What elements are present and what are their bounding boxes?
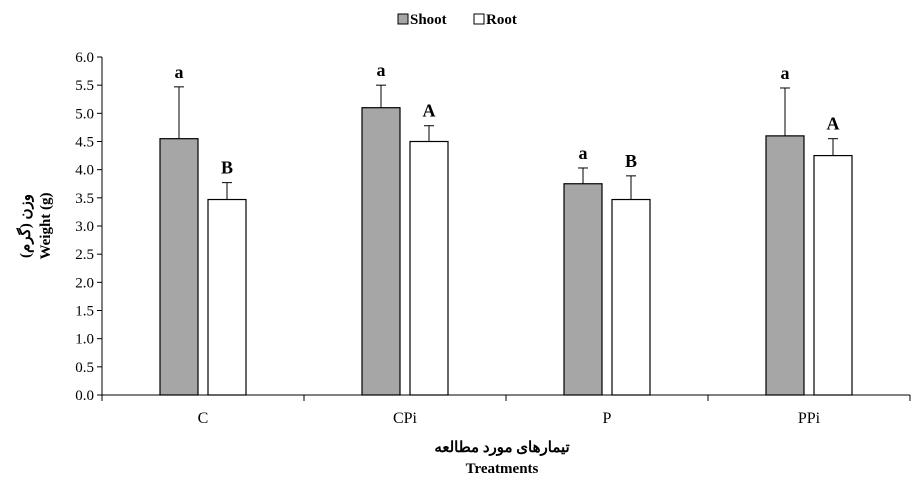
y-tick-label: 2.5 — [75, 247, 94, 263]
x-tick-label: C — [198, 410, 209, 427]
bar-root — [611, 198, 651, 396]
significance-label: a — [175, 62, 184, 82]
bar-shoot — [159, 138, 199, 396]
legend-swatch-root — [473, 13, 485, 25]
significance-label: a — [377, 60, 386, 80]
legend-label-shoot: Shoot — [410, 12, 447, 28]
y-tick-label: 1.5 — [75, 304, 94, 320]
significance-label: B — [625, 151, 637, 171]
y-tick-label: 4.5 — [75, 135, 94, 151]
y-axis-title-fa: وزن (گرم) — [16, 194, 34, 258]
bar-root — [409, 140, 449, 396]
y-tick-label: 3.0 — [75, 219, 94, 235]
legend-label-root: Root — [486, 12, 517, 28]
bar-shoot — [361, 107, 401, 396]
y-tick-label: 3.5 — [75, 191, 94, 207]
significance-label: B — [221, 158, 233, 178]
plot-area: 0.0 0.5 1.0 1.5 2.0 2.5 3.0 3.5 4.0 4.5 5.0 5.5 6.0 C… — [75, 50, 911, 427]
y-tick-label: 2.0 — [75, 275, 94, 291]
significance-label: A — [423, 101, 436, 121]
significance-label: a — [579, 143, 588, 163]
x-tick-label: PPi — [798, 410, 821, 427]
y-axis-title-en: Weight (g) — [38, 192, 54, 259]
x-axis-title-en: Treatments — [466, 461, 539, 477]
bar-root — [813, 154, 853, 396]
bar-shoot — [765, 135, 805, 396]
y-tick-label: 1.0 — [75, 332, 94, 348]
significance-label: a — [781, 63, 790, 83]
significance-label: A — [827, 114, 840, 134]
y-tick-label: 4.0 — [75, 163, 94, 179]
y-tick-label: 5.0 — [75, 106, 94, 122]
bar-root — [207, 198, 247, 396]
y-tick-label: 6.0 — [75, 50, 94, 66]
bar-shoot — [563, 183, 603, 396]
x-axis-title-fa: تیمارهای مورد مطالعه — [434, 440, 569, 456]
y-tick-label: 0.0 — [75, 388, 94, 404]
legend: Shoot Root — [397, 12, 517, 28]
x-tick-label: CPi — [393, 410, 418, 427]
x-tick-label: P — [603, 410, 612, 427]
y-tick-label: 0.5 — [75, 360, 94, 376]
y-tick-label: 5.5 — [75, 78, 94, 94]
legend-swatch-shoot — [397, 13, 409, 25]
